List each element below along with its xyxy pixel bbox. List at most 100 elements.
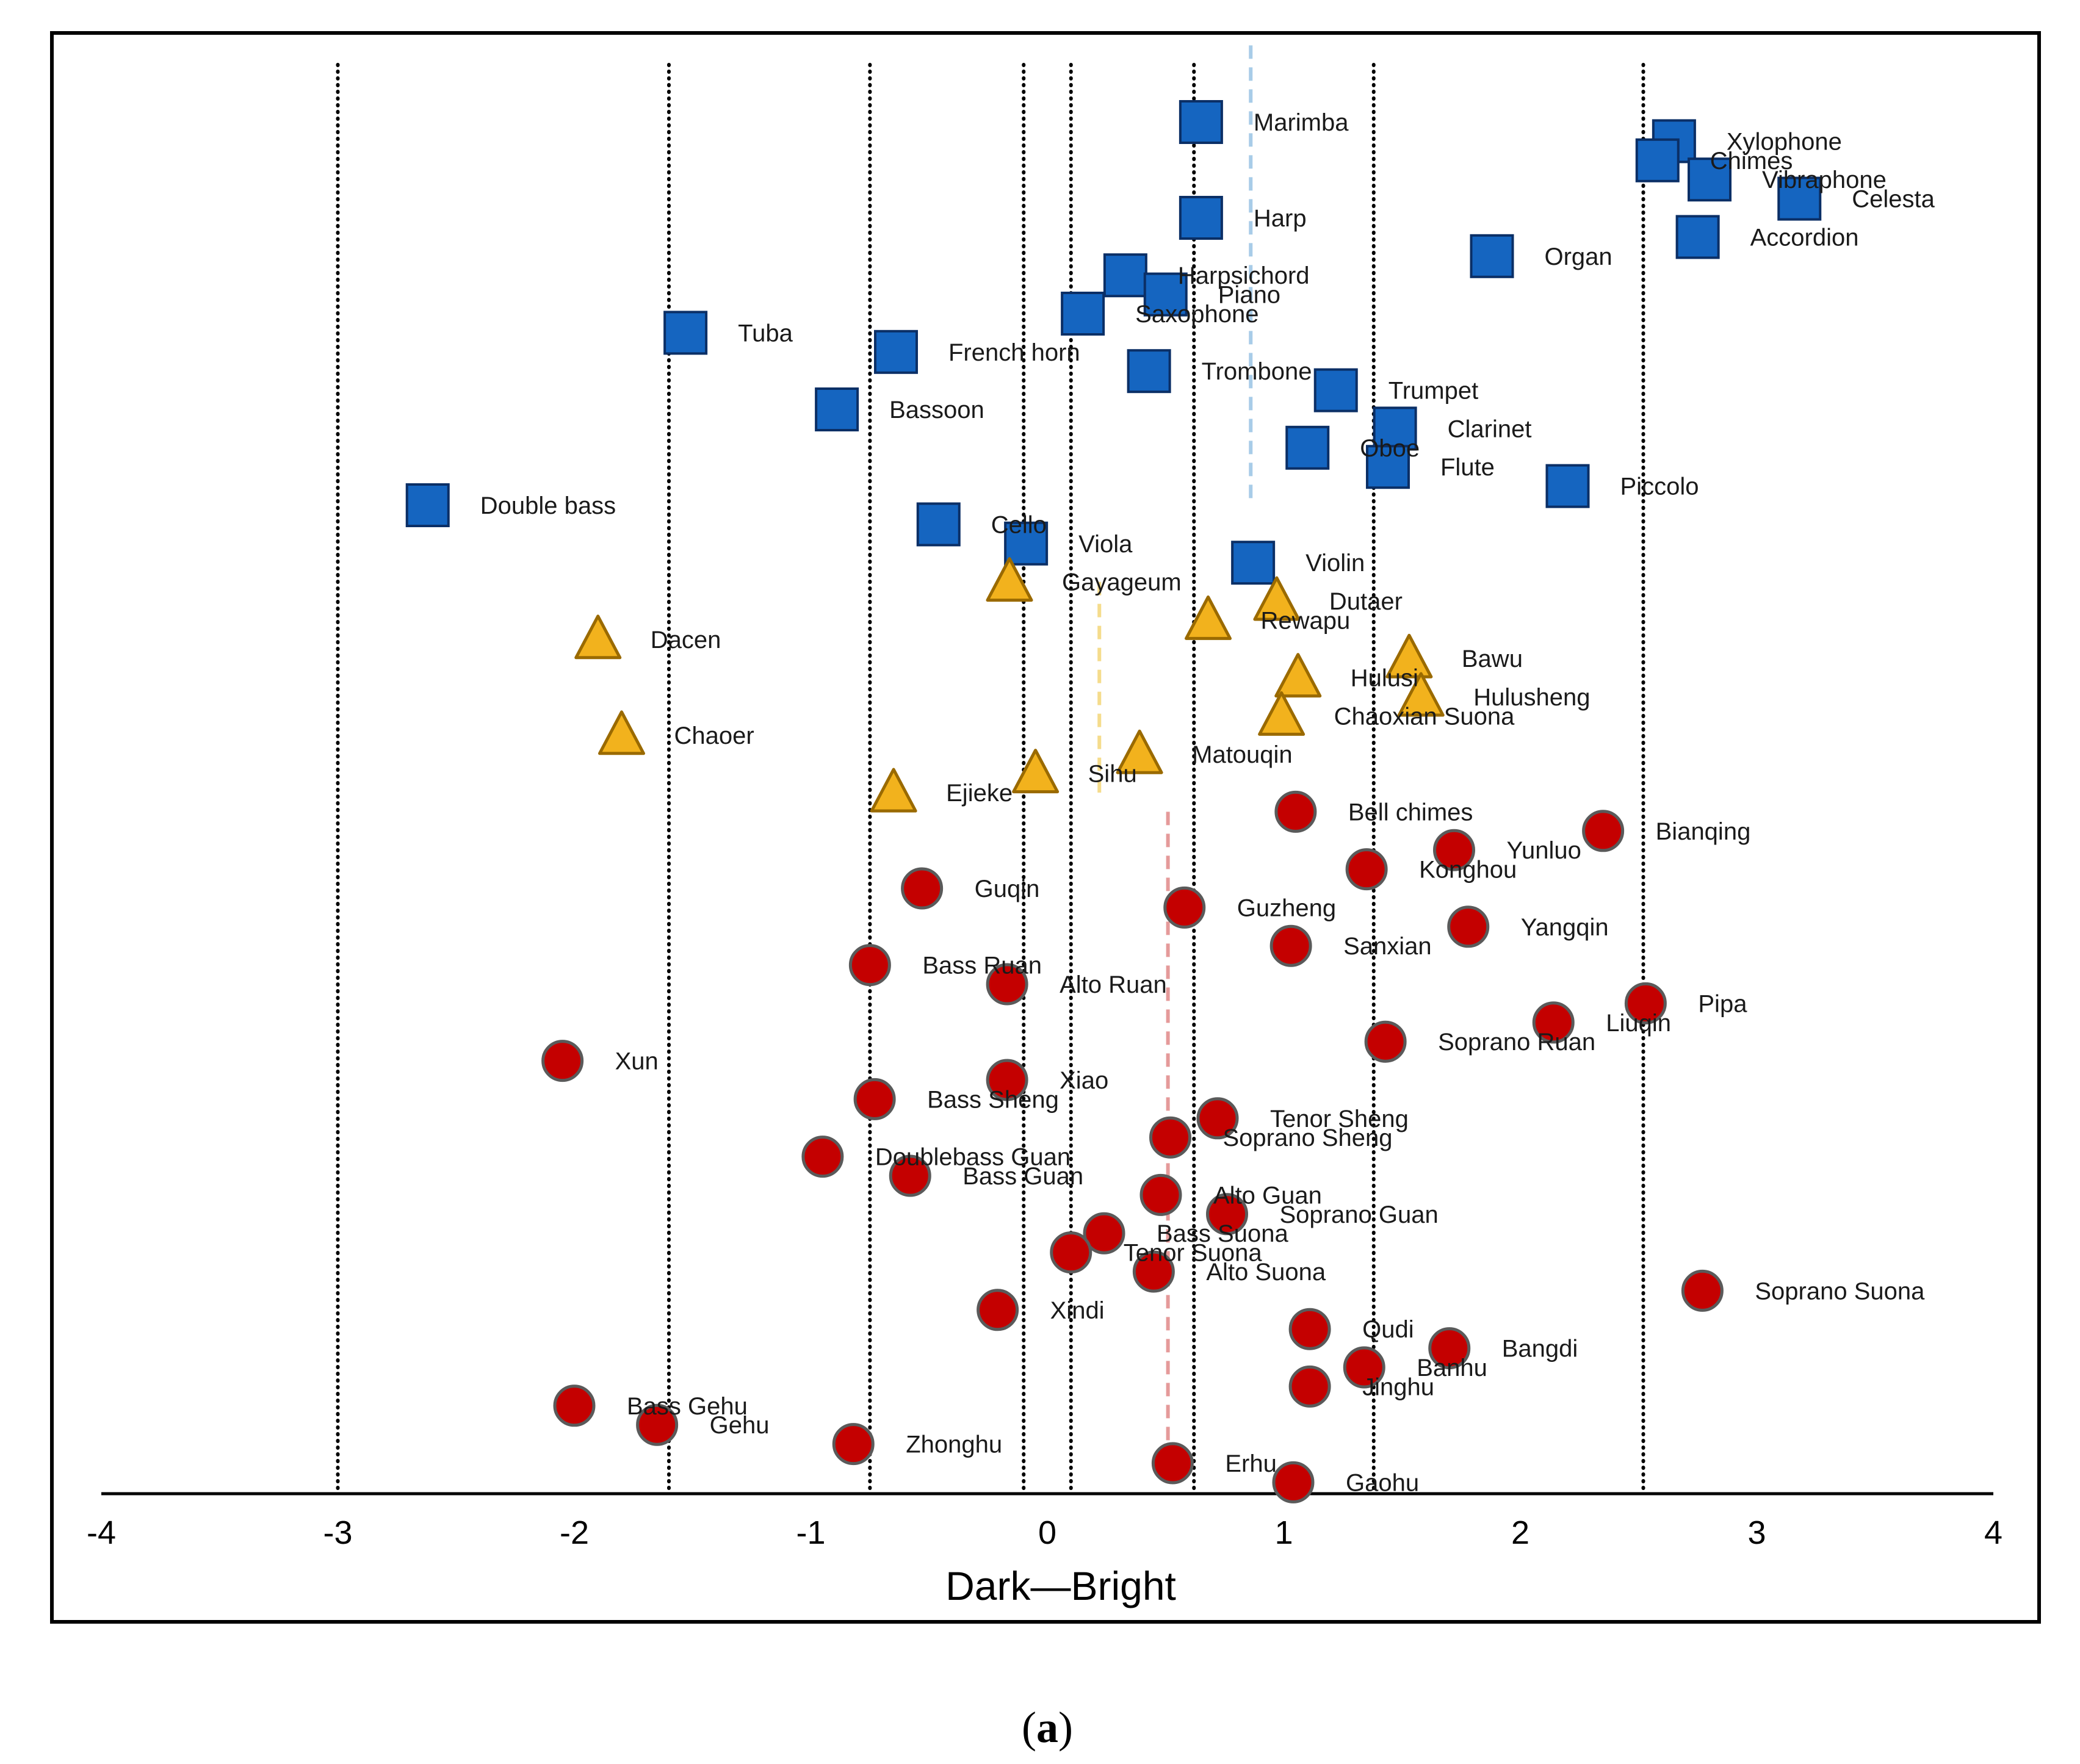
point-label-harp: Harp [1254,205,1307,232]
point-label-harpsichord: Harpsichord [1178,262,1310,289]
point-label-dutaer: Dutaer [1329,588,1403,615]
point-gehu-circle [636,1403,679,1446]
point-alto-suona-circle [1132,1250,1175,1293]
point-accordion-square [1675,215,1720,259]
point-piccolo-square [1545,464,1590,508]
point-jinghu-circle [1288,1365,1331,1408]
point-label-bass-gehu: Bass Gehu [627,1393,748,1420]
point-xindi-circle [977,1289,1019,1331]
point-bass-suona-circle [1083,1212,1125,1255]
point-chaoer-triangle [598,710,645,755]
point-flute-square [1366,445,1410,489]
point-label-organ: Organ [1545,243,1612,270]
data-points [405,100,1822,1503]
point-label-chaoxian-suona: Chaoxian Suona [1334,703,1515,730]
point-yunluo-circle [1433,829,1475,871]
point-dacen-triangle [574,614,622,660]
point-cello-square [916,502,961,547]
point-label-gayageum: Gayageum [1062,569,1182,596]
point-ejieke-triangle [870,768,917,813]
point-label-gaohu: Gaohu [1346,1469,1419,1496]
point-label-guqin: Guqin [975,876,1040,902]
point-gayageum-triangle [986,557,1033,602]
point-label-tenor-sheng: Tenor Sheng [1270,1106,1409,1132]
x-tick-label: 0 [1038,1514,1056,1551]
caption-letter: a [1036,1703,1058,1752]
point-label-chimes: Chimes [1710,148,1793,175]
point-label-bass-sheng: Bass Sheng [927,1086,1059,1113]
point-gaohu-circle [1272,1461,1315,1503]
point-label-ejieke: Ejieke [946,780,1013,807]
caption-close: ) [1058,1703,1073,1752]
point-chimes-square [1635,138,1680,182]
point-pipa-circle [1624,982,1667,1024]
point-label-yangqin: Yangqin [1521,914,1609,941]
point-label-yunluo: Yunluo [1507,837,1581,864]
point-label-alto-guan: Alto Guan [1213,1182,1322,1209]
point-bass-gehu-circle [553,1384,596,1427]
point-bass-ruan-circle [848,944,891,987]
point-label-jinghu: Jinghu [1362,1373,1434,1400]
point-label-vibraphone: Vibraphone [1762,167,1887,193]
point-double-bass-square [405,483,450,527]
point-chaoxian-suona-triangle [1258,691,1305,736]
x-axis-title: Dark—Bright [945,1563,1176,1608]
point-label-bassoon: Bassoon [889,397,984,423]
point-label-soprano-guan: Soprano Guan [1280,1201,1439,1228]
point-label-piano: Piano [1218,282,1280,309]
point-dutaer-triangle [1253,576,1301,621]
point-label-chaoer: Chaoer [674,722,754,749]
point-harp-square [1179,196,1223,240]
point-label-alto-suona: Alto Suona [1206,1259,1326,1286]
point-liuqin-circle [1532,1001,1575,1044]
x-tick-label: 3 [1747,1514,1766,1551]
point-label-piccolo: Piccolo [1620,473,1699,500]
point-konghou-circle [1345,848,1388,891]
x-tick-label: -4 [87,1514,116,1551]
point-sihu-triangle [1012,749,1060,794]
x-tick-label: -1 [796,1514,825,1551]
point-label-sihu: Sihu [1088,761,1137,788]
point-label-sanxian: Sanxian [1343,933,1432,960]
point-xun-circle [541,1040,584,1082]
point-rewapu-triangle [1185,595,1232,640]
point-bawu-triangle [1385,633,1433,679]
point-label-pipa: Pipa [1698,990,1747,1017]
point-label-bawu: Bawu [1462,646,1523,672]
point-label-viola: Viola [1078,531,1133,558]
point-bangdi-circle [1428,1327,1471,1370]
point-label-xun: Xun [615,1048,659,1075]
point-label-violin: Violin [1305,550,1365,577]
x-tick-label: 1 [1274,1514,1293,1551]
point-label-marimba: Marimba [1254,109,1349,136]
point-tenor-sheng-circle [1196,1097,1239,1140]
point-sanxian-circle [1269,924,1312,967]
x-tick-label: -3 [323,1514,352,1551]
point-bianqing-circle [1582,810,1625,852]
point-yangqin-circle [1447,905,1490,948]
point-label-flute: Flute [1440,454,1495,481]
point-label-clarinet: Clarinet [1448,416,1532,442]
point-label-gehu: Gehu [710,1412,770,1439]
point-label-tenor-suona: Tenor Suona [1124,1240,1263,1267]
point-bell-chimes-circle [1274,790,1317,833]
point-banhu-circle [1343,1346,1385,1389]
point-label-bangdi: Bangdi [1502,1336,1578,1363]
point-saxophone-square [1061,292,1105,336]
point-label-tuba: Tuba [738,320,793,347]
point-label-bianqing: Bianqing [1656,818,1751,845]
point-viola-square [1004,521,1049,566]
point-label-soprano-suona: Soprano Suona [1755,1278,1925,1305]
point-guzheng-circle [1163,886,1206,929]
point-label-accordion: Accordion [1750,224,1859,251]
point-label-guzheng: Guzheng [1237,895,1336,921]
point-oboe-square [1285,425,1330,470]
point-tuba-square [663,311,708,355]
point-label-double-bass: Double bass [480,492,616,519]
point-tenor-suona-circle [1050,1231,1092,1274]
point-hulusheng-triangle [1397,672,1445,717]
point-label-trumpet: Trumpet [1388,378,1478,405]
point-label-qudi: Qudi [1362,1316,1414,1343]
point-matouqin-triangle [1116,729,1163,774]
